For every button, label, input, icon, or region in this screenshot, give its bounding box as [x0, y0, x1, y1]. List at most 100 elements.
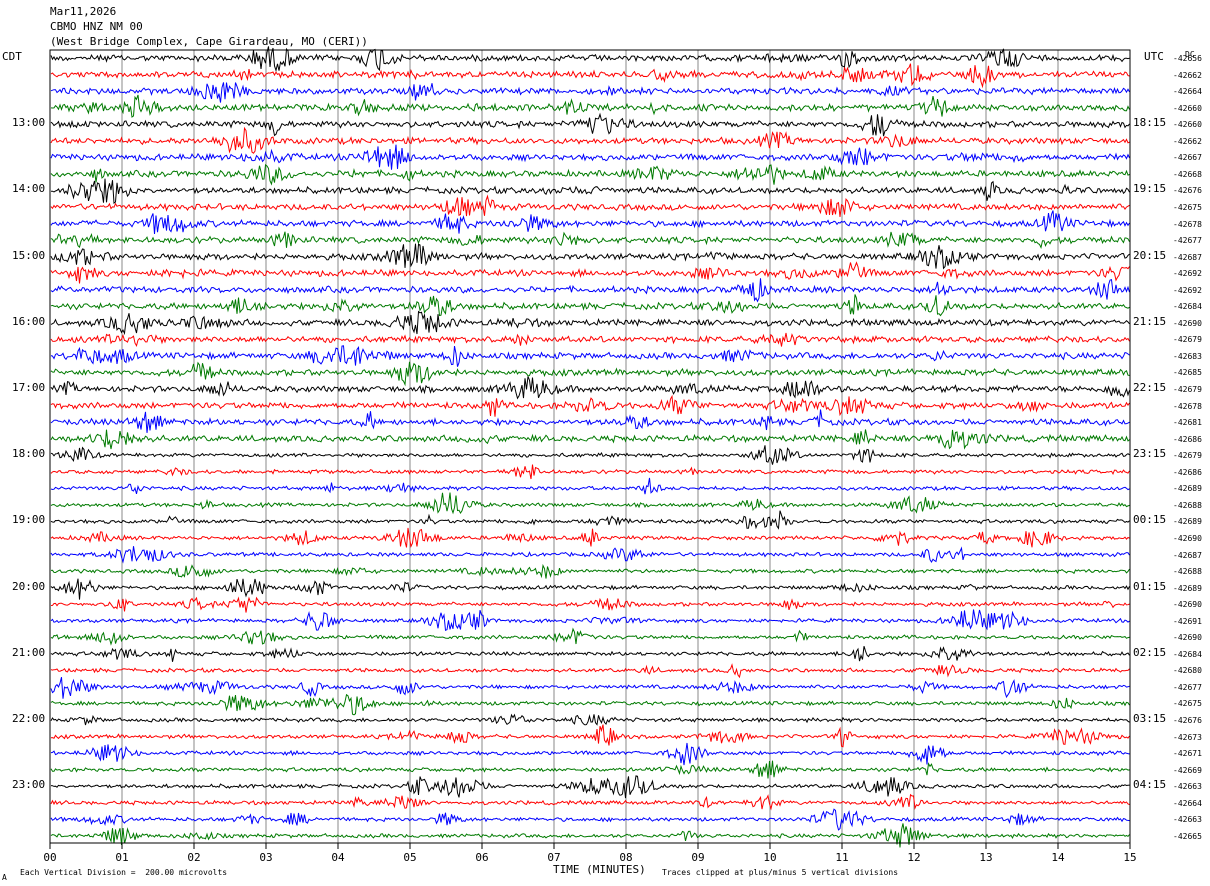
dc-offset-label: -42688 — [1173, 567, 1202, 577]
trace-row-32 — [50, 578, 1130, 600]
dc-offset-label: -42679 — [1173, 335, 1202, 345]
trace-row-34 — [50, 609, 1130, 632]
dc-offset-label: -42675 — [1173, 202, 1202, 212]
dc-offset-label: -42660 — [1173, 120, 1202, 130]
dc-offset-label: -42656 — [1173, 54, 1202, 63]
dc-offset-label: -42662 — [1173, 70, 1202, 80]
right-time-label: 19:15 — [1133, 182, 1167, 196]
corner-mark: A — [2, 873, 7, 882]
trace-row-5 — [50, 126, 1130, 154]
dc-offset-label: -42679 — [1173, 385, 1202, 394]
left-time-label: 23:00 — [12, 778, 46, 792]
trace-row-20 — [50, 376, 1130, 400]
right-time-label: 23:15 — [1133, 447, 1167, 461]
trace-row-44 — [50, 775, 1130, 799]
trace-row-37 — [50, 663, 1130, 679]
location-label: (West Bridge Complex, Cape Girardeau, MO… — [50, 35, 368, 48]
dc-offset-label: -42690 — [1173, 633, 1202, 643]
dc-offset-label: -42678 — [1173, 401, 1202, 411]
trace-row-12 — [50, 243, 1130, 270]
dc-offset-label: -42690 — [1173, 600, 1202, 610]
x-tick-label: 04 — [331, 851, 345, 864]
dc-offset-label: -42675 — [1173, 699, 1202, 709]
right-time-label: 03:15 — [1133, 712, 1167, 725]
x-tick-label: 13 — [979, 851, 992, 864]
plot-frame — [49, 49, 1131, 844]
trace-row-0 — [50, 46, 1130, 73]
left-time-label: 13:00 — [12, 116, 46, 130]
left-time-label: 14:00 — [12, 182, 46, 196]
right-time-label: 20:15 — [1133, 248, 1167, 262]
station-label: CBMO HNZ NM 00 — [50, 20, 143, 33]
trace-row-24 — [50, 445, 1130, 465]
dc-offset-label: -42688 — [1173, 500, 1202, 510]
left-time-label: 17:00 — [12, 381, 46, 394]
trace-row-23 — [50, 429, 1130, 450]
trace-row-11 — [50, 231, 1130, 250]
scale-note: Each Vertical Division = 200.00 microvol… — [20, 868, 228, 877]
left-time-label: 16:00 — [12, 314, 46, 328]
left-time-label: 20:00 — [12, 579, 46, 593]
trace-row-46 — [50, 808, 1130, 831]
cdt-label: CDT — [2, 50, 22, 63]
x-tick-label: 06 — [475, 851, 488, 864]
trace-row-18 — [50, 345, 1130, 367]
trace-row-13 — [50, 261, 1130, 284]
trace-row-17 — [50, 332, 1130, 347]
trace-row-43 — [50, 760, 1130, 779]
dc-offset-label: -42668 — [1173, 169, 1202, 179]
trace-row-40 — [50, 713, 1130, 726]
right-time-label: 18:15 — [1133, 116, 1167, 130]
dc-offset-label: -42685 — [1173, 368, 1202, 378]
dc-offset-label: -42692 — [1173, 269, 1202, 279]
left-time-label: 21:00 — [12, 645, 46, 659]
dc-offset-label: -42676 — [1173, 186, 1202, 196]
trace-row-38 — [50, 676, 1130, 699]
trace-row-25 — [50, 464, 1130, 480]
x-tick-label: 07 — [547, 851, 560, 864]
dc-offset-label: -42678 — [1173, 219, 1202, 229]
dc-offset-label: -42679 — [1173, 451, 1202, 461]
trace-row-27 — [50, 492, 1130, 515]
right-time-label: 00:15 — [1133, 513, 1167, 527]
x-tick-label: 09 — [691, 851, 704, 864]
trace-row-3 — [50, 94, 1130, 118]
dc-offset-label: -42681 — [1173, 418, 1202, 428]
dc-offset-label: -42692 — [1173, 285, 1202, 295]
left-time-label: 18:00 — [12, 447, 46, 461]
dc-offset-label: -42662 — [1173, 136, 1202, 146]
dc-offset-label: -42684 — [1173, 649, 1202, 659]
trace-row-21 — [50, 394, 1130, 417]
trace-row-22 — [50, 409, 1130, 433]
trace-row-26 — [50, 477, 1130, 495]
dc-offset-label: -42677 — [1173, 236, 1202, 246]
trace-row-36 — [50, 646, 1130, 662]
trace-row-10 — [50, 210, 1130, 235]
trace-row-33 — [50, 596, 1130, 613]
trace-row-39 — [50, 693, 1130, 716]
dc-offset-label: -42691 — [1173, 616, 1202, 626]
trace-row-35 — [50, 627, 1130, 646]
x-tick-label: 05 — [403, 851, 416, 864]
x-tick-label: 10 — [763, 851, 776, 864]
dc-offset-label: -42689 — [1173, 484, 1202, 494]
dc-offset-label: -42687 — [1173, 550, 1202, 560]
x-tick-label: 15 — [1123, 851, 1136, 864]
dc-offset-label: -42664 — [1173, 798, 1202, 808]
dc-offset-label: -42667 — [1173, 153, 1202, 163]
dc-label: DC — [1185, 50, 1195, 59]
trace-row-42 — [50, 742, 1130, 766]
dc-offset-label: -42663 — [1173, 815, 1202, 825]
trace-row-47 — [50, 823, 1130, 848]
trace-row-28 — [50, 510, 1130, 530]
trace-row-4 — [50, 112, 1130, 137]
dc-offset-label: -42676 — [1173, 716, 1202, 725]
trace-row-8 — [51, 178, 1130, 205]
trace-row-15 — [50, 294, 1130, 317]
x-tick-label: 01 — [115, 851, 128, 864]
trace-row-9 — [50, 194, 1130, 218]
dc-offset-label: -42686 — [1173, 467, 1202, 477]
dc-offset-label: -42677 — [1173, 682, 1202, 692]
dc-offset-label: -42669 — [1173, 765, 1202, 775]
trace-row-31 — [50, 563, 1130, 579]
